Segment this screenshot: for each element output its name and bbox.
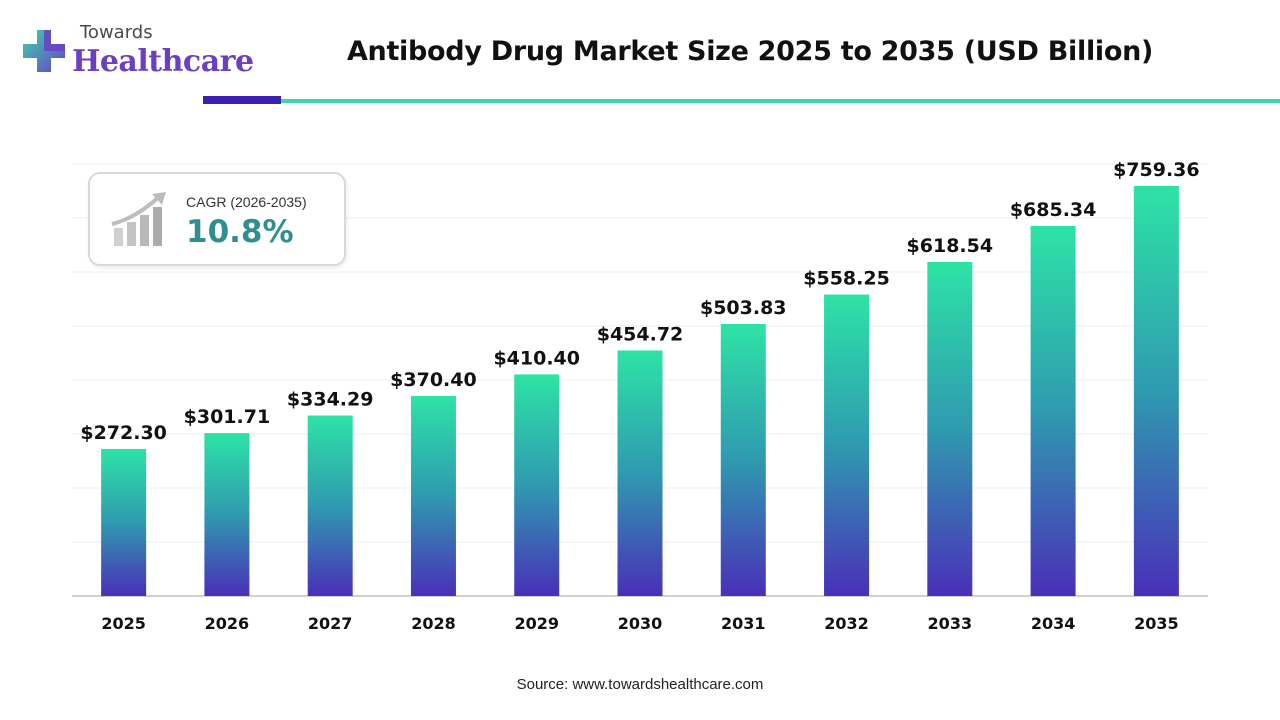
value-label-2027: $334.29	[287, 388, 374, 410]
bar-2025	[101, 448, 147, 596]
title-underline	[281, 99, 1280, 103]
x-tick-label-2029: 2029	[514, 614, 559, 633]
value-label-2034: $685.34	[1010, 199, 1097, 221]
medical-cross-icon	[23, 30, 65, 72]
value-label-2025: $272.30	[80, 422, 167, 444]
x-tick-labels: 2025 2026 2027 2028 2029 2030 2031 2032 2033 2034…	[101, 614, 1178, 633]
bar-2031	[720, 323, 766, 596]
bar-2033	[927, 261, 973, 596]
x-tick-label-2026: 2026	[205, 614, 250, 633]
x-tick-label-2025: 2025	[101, 614, 146, 633]
source-note: Source: www.towardshealthcare.com	[516, 676, 764, 693]
bar-2030	[617, 350, 663, 596]
bar-2035	[1133, 185, 1179, 596]
cagr-label: CAGR (2026-2035)	[186, 194, 307, 210]
value-label-2026: $301.71	[184, 406, 271, 428]
bar-2034	[1030, 225, 1076, 597]
x-tick-label-2027: 2027	[308, 614, 353, 633]
cagr-callout: CAGR (2026-2035) 10.8%	[88, 172, 346, 266]
value-labels: $272.30 $301.71 $334.29 $370.40 $410.40 $454.…	[80, 159, 1199, 444]
bar-2028	[410, 395, 456, 596]
x-tick-label-2028: 2028	[411, 614, 456, 633]
bar-2026	[204, 433, 250, 596]
logo-text-healthcare: Healthcare	[72, 44, 254, 79]
x-tick-label-2035: 2035	[1134, 614, 1179, 633]
value-label-2030: $454.72	[597, 323, 684, 345]
chart-title: Antibody Drug Market Size 2025 to 2035 (…	[346, 36, 1154, 67]
logo-text-towards: Towards	[80, 22, 153, 43]
bar-2032	[824, 294, 870, 596]
bars	[101, 185, 1179, 597]
value-label-2035: $759.36	[1113, 159, 1200, 181]
value-label-2029: $410.40	[493, 347, 580, 369]
growth-chart-icon	[111, 192, 166, 246]
x-tick-label-2031: 2031	[721, 614, 766, 633]
title-underline-accent	[203, 96, 281, 104]
value-label-2033: $618.54	[907, 235, 994, 257]
brand-logo: Towards Healthcare	[20, 20, 254, 82]
value-label-2032: $558.25	[803, 268, 890, 290]
x-tick-label-2033: 2033	[928, 614, 973, 633]
bar-2029	[514, 374, 560, 596]
x-tick-label-2032: 2032	[824, 614, 869, 633]
x-tick-label-2030: 2030	[618, 614, 663, 633]
cagr-value: 10.8%	[186, 214, 294, 250]
value-label-2028: $370.40	[390, 369, 477, 391]
bar-2027	[307, 415, 353, 596]
value-label-2031: $503.83	[700, 297, 787, 319]
x-tick-label-2034: 2034	[1031, 614, 1076, 633]
